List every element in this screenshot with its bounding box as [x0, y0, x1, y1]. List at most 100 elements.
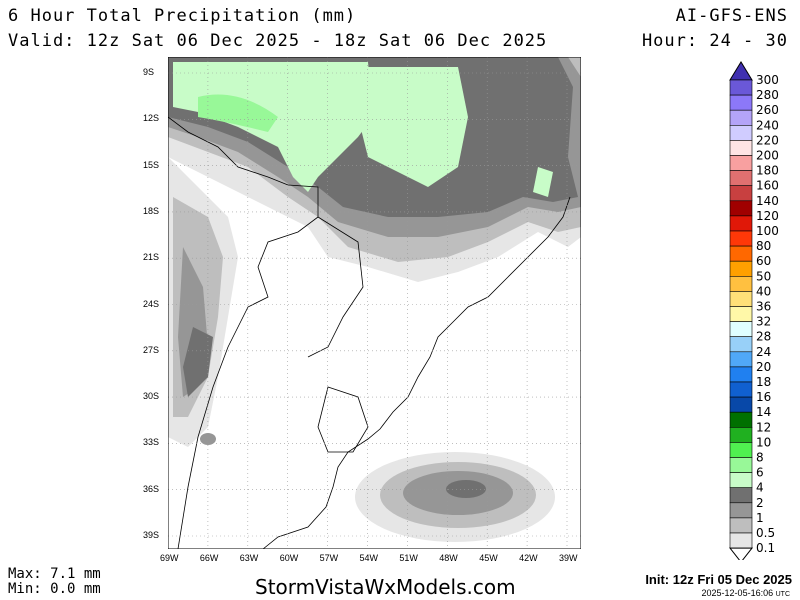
legend-label: 200 — [756, 149, 779, 163]
forecast-hour: Hour: 24 - 30 — [641, 31, 788, 51]
legend-swatch — [729, 94, 753, 111]
init-time: Init: 12z Fri 05 Dec 2025 — [645, 572, 792, 587]
legend-swatch — [729, 230, 753, 247]
max-value: Max: 7.1 mm — [8, 566, 101, 582]
lon-label: 45W — [479, 553, 498, 563]
legend-label: 60 — [756, 254, 771, 268]
lat-label: 27S — [143, 344, 160, 355]
legend-label: 0.5 — [756, 526, 775, 540]
legend-label: 32 — [756, 315, 771, 329]
legend-label: 80 — [756, 239, 771, 253]
legend-swatch — [729, 411, 753, 428]
legend-swatch — [729, 472, 753, 489]
legend-label: 28 — [756, 330, 771, 344]
legend-swatch — [729, 321, 753, 338]
legend-swatch — [729, 245, 753, 262]
legend-top-arrow — [729, 61, 753, 81]
legend-swatch — [729, 396, 753, 413]
legend-swatch — [729, 140, 753, 156]
lat-label: 15S — [143, 159, 160, 170]
coastlines-borders — [168, 116, 571, 549]
legend-swatch — [729, 517, 753, 534]
legend-swatch — [729, 381, 753, 398]
map-title: 6 Hour Total Precipitation (mm) — [8, 6, 357, 26]
legend-label: 10 — [756, 435, 771, 449]
legend-label: 4 — [756, 481, 764, 495]
lon-label: 48W — [439, 553, 458, 563]
legend-swatch — [729, 351, 753, 368]
min-value: Min: 0.0 mm — [8, 581, 101, 597]
lon-label: 51W — [399, 553, 418, 563]
legend-bottom-arrow — [728, 547, 754, 560]
legend-swatch — [729, 276, 753, 292]
lat-label: 36S — [143, 483, 160, 494]
lat-label: 18S — [143, 205, 160, 216]
lat-label: 24S — [143, 298, 160, 309]
legend-label: 36 — [756, 300, 771, 314]
legend-swatch — [729, 487, 753, 504]
legend-swatch — [729, 532, 753, 549]
legend-swatch — [729, 442, 753, 458]
precip-field — [168, 57, 581, 542]
legend-swatch — [729, 170, 753, 186]
legend-label: 300 — [756, 73, 779, 87]
model-name: AI-GFS-ENS — [675, 6, 788, 26]
legend-label: 260 — [756, 103, 779, 117]
legend-swatch — [729, 200, 753, 217]
lon-label: 63W — [239, 553, 259, 563]
lon-label: 69W — [160, 553, 179, 563]
legend-label: 240 — [756, 118, 779, 132]
legend-label: 24 — [756, 345, 771, 359]
lon-label: 57W — [319, 553, 339, 563]
utc-label: UTC — [775, 591, 790, 598]
legend-label: 50 — [756, 269, 771, 283]
legend-label: 8 — [756, 451, 764, 465]
legend-label: 160 — [756, 179, 779, 193]
lat-label: 12S — [143, 113, 160, 124]
legend-swatch — [729, 155, 753, 171]
legend-swatch — [729, 366, 753, 383]
legend-label: 1 — [756, 511, 764, 525]
site-watermark: StormVistaWxModels.com — [255, 575, 516, 599]
lon-label: 54W — [359, 553, 379, 563]
legend-swatch — [729, 426, 753, 443]
legend-label: 180 — [756, 164, 779, 178]
legend-label: 0.1 — [756, 541, 775, 555]
legend-label: 120 — [756, 209, 779, 223]
lon-label: 39W — [559, 553, 578, 563]
lat-label: 21S — [143, 252, 160, 263]
lat-label: 9S — [143, 67, 155, 77]
grid-lines — [168, 57, 581, 549]
legend-swatch — [729, 260, 753, 277]
precipitation-map — [168, 57, 581, 549]
legend-label: 20 — [756, 360, 771, 374]
color-scale-legend: 3002802602402202001801601401201008060504… — [728, 61, 779, 560]
legend-label: 2 — [756, 496, 764, 510]
legend-label: 100 — [756, 224, 779, 238]
legend-label: 40 — [756, 284, 771, 298]
valid-period: Valid: 12z Sat 06 Dec 2025 - 18z Sat 06 … — [8, 31, 548, 51]
lon-label: 42W — [519, 553, 538, 563]
legend-swatch — [729, 291, 753, 307]
legend-swatch — [729, 79, 753, 96]
legend-label: 12 — [756, 420, 771, 434]
lat-label: 30S — [143, 391, 160, 402]
legend-label: 14 — [756, 405, 771, 419]
legend-swatch — [729, 336, 753, 353]
legend-label: 220 — [756, 133, 779, 147]
lat-label: 39S — [143, 530, 160, 540]
lon-label: 66W — [199, 553, 219, 563]
legend-swatch — [729, 185, 753, 202]
legend-swatch — [729, 502, 753, 519]
legend-swatch — [729, 457, 753, 473]
legend-swatch — [729, 125, 753, 141]
legend-label: 280 — [756, 88, 779, 102]
legend-label: 16 — [756, 390, 771, 404]
legend-swatch — [729, 215, 753, 232]
legend-swatch — [729, 306, 753, 322]
lat-label: 33S — [143, 437, 160, 448]
legend-swatch — [729, 109, 753, 126]
legend-label: 6 — [756, 466, 764, 480]
lon-label: 60W — [279, 553, 299, 563]
timestamp: 2025-12-05-16:06 — [701, 588, 774, 598]
